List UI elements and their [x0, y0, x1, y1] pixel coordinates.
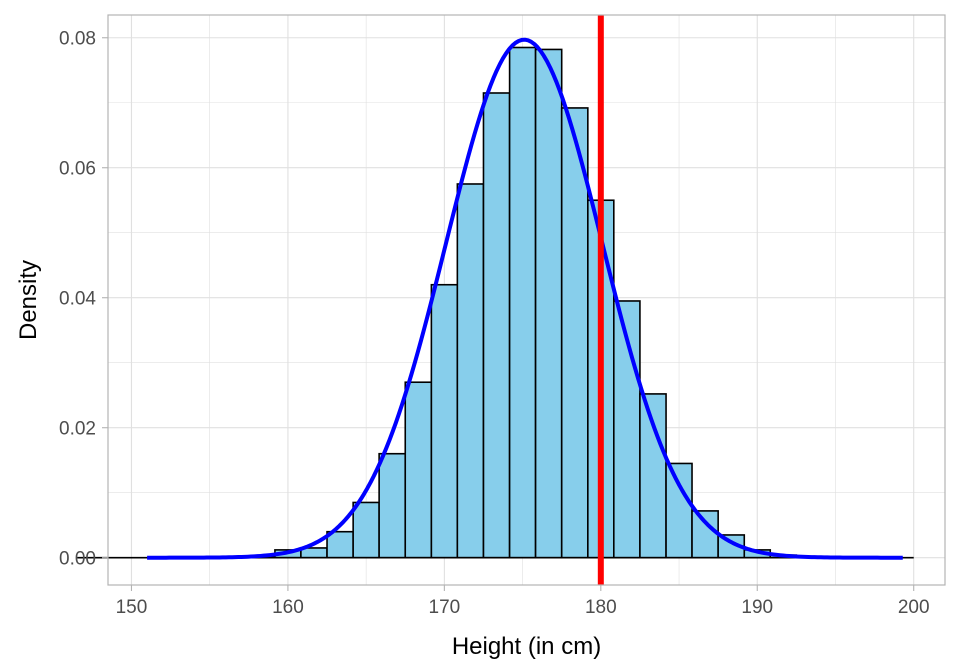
y-tick-label: 0.06: [59, 159, 96, 180]
histogram-bar: [378, 452, 407, 559]
y-tick-label: 0.08: [59, 29, 96, 50]
x-tick-label: 190: [741, 597, 773, 618]
y-axis-ticks: 0.00 0.02 0.04 0.06 0.08: [59, 29, 108, 570]
y-axis-title: Density: [15, 260, 42, 340]
histogram-bar: [326, 530, 354, 559]
histogram-bar: [404, 381, 433, 559]
histogram-bar: [430, 283, 459, 559]
histogram-bar: [665, 462, 693, 559]
x-tick-label: 170: [429, 597, 461, 618]
x-axis-title: Height (in cm): [452, 633, 601, 660]
panel-border: [107, 14, 946, 586]
y-tick-label: 0.00: [59, 549, 96, 570]
x-tick-label: 150: [116, 597, 148, 618]
x-tick-label: 160: [272, 597, 304, 618]
histogram-bar: [482, 92, 511, 559]
histogram-bar: [691, 510, 719, 559]
histogram-bar: [508, 46, 537, 559]
y-tick-label: 0.02: [59, 419, 96, 440]
x-tick-label: 200: [898, 597, 930, 618]
x-tick-label: 180: [585, 597, 617, 618]
y-tick-label: 0.04: [59, 289, 96, 310]
x-axis-ticks: 150 160 170 180 190 200: [116, 585, 930, 618]
density-curve: [147, 37, 903, 560]
histogram-bar: [456, 183, 485, 559]
histogram-bar: [534, 48, 563, 559]
histogram-bar: [352, 501, 380, 559]
density-curve-group: [147, 37, 903, 560]
